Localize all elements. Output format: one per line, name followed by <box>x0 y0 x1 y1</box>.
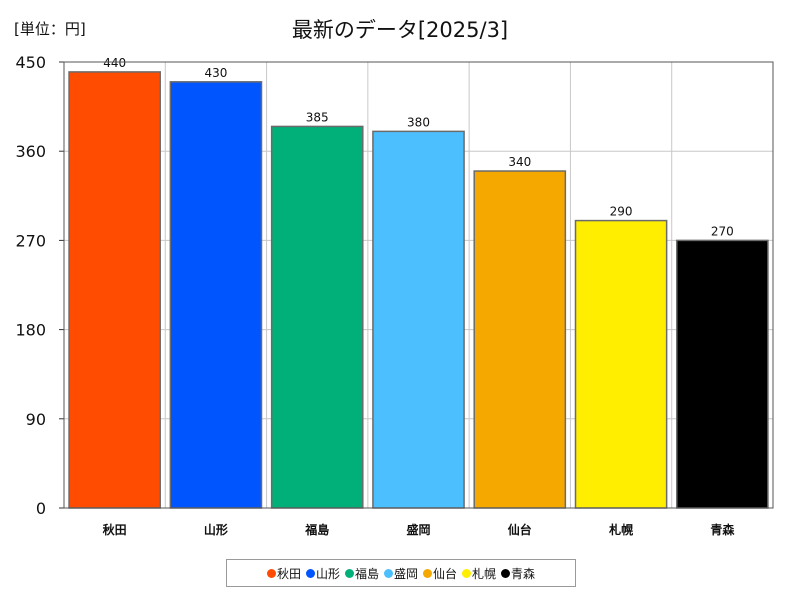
data-label: 440 <box>103 56 126 70</box>
data-label-background <box>609 203 634 218</box>
legend-label: 盛岡 <box>393 566 418 581</box>
legend-label: 秋田 <box>276 566 301 581</box>
data-label: 290 <box>610 205 633 219</box>
legend-item: 仙台 <box>423 565 457 582</box>
legend-marker-icon <box>383 568 393 578</box>
y-tick-label: 270 <box>15 231 46 250</box>
legend: 秋田 山形 福島 盛岡 仙台 札幌 青森 <box>226 559 576 587</box>
bar-青森 <box>676 239 769 509</box>
legend-item: 札幌 <box>462 565 496 582</box>
legend-marker-icon <box>305 568 315 578</box>
legend-marker-icon <box>501 568 511 578</box>
legend-marker-icon <box>423 568 432 578</box>
legend-marker-icon <box>344 568 354 578</box>
plot-frame <box>63 61 774 509</box>
legend-label: 福島 <box>354 566 379 581</box>
legend-marker-icon <box>462 568 472 578</box>
chart-title: 最新のデータ[2025/3] <box>291 18 509 42</box>
y-tick-label: 0 <box>36 499 46 518</box>
data-label-background <box>203 64 228 79</box>
data-label-background <box>406 114 431 129</box>
x-tick-label: 青森 <box>710 522 735 537</box>
legend-label: 仙台 <box>433 566 458 581</box>
bar-秋田 <box>68 71 161 509</box>
x-tick-label: 仙台 <box>508 522 532 537</box>
legend-label: 青森 <box>511 566 536 581</box>
data-label: 430 <box>204 66 227 80</box>
x-tick-label: 山形 <box>204 522 228 537</box>
x-tick-label: 盛岡 <box>406 522 430 537</box>
legend-label: 札幌 <box>472 566 497 581</box>
data-label: 340 <box>508 155 531 169</box>
data-label-background <box>507 154 532 169</box>
y-tick-label: 360 <box>15 142 46 161</box>
y-tick-label: 180 <box>15 321 46 340</box>
data-label-background <box>710 223 735 238</box>
legend-label: 山形 <box>315 566 340 581</box>
data-label: 385 <box>306 110 329 124</box>
x-tick-label: 秋田 <box>103 522 127 537</box>
legend-marker-icon <box>266 568 276 578</box>
legend-item: 青森 <box>501 565 535 582</box>
bar-札幌 <box>574 219 668 509</box>
bar-仙台 <box>473 170 567 509</box>
x-tick-label: 札幌 <box>608 522 633 537</box>
data-label: 380 <box>407 115 430 129</box>
data-label: 270 <box>711 224 734 238</box>
x-tick-label: 福島 <box>304 522 329 537</box>
unit-label: [単位：円] <box>14 20 86 38</box>
bar-山形 <box>169 81 263 509</box>
y-tick-label: 90 <box>26 410 46 429</box>
legend-item: 盛岡 <box>383 565 418 582</box>
bar-盛岡 <box>372 130 465 509</box>
y-tick-label: 450 <box>15 53 46 72</box>
legend-item: 福島 <box>344 565 379 582</box>
legend-item: 山形 <box>305 565 340 582</box>
bar-福島 <box>270 125 364 509</box>
data-label-background <box>305 109 330 124</box>
legend-item: 秋田 <box>266 565 301 582</box>
